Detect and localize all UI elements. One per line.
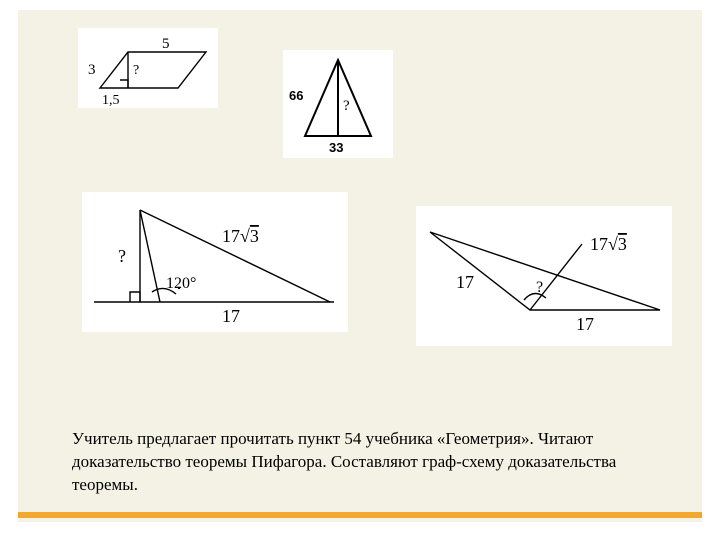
label-top-side: 5 <box>162 36 170 52</box>
label-base-17: 17 <box>222 306 240 326</box>
label-unknown: ? <box>536 279 543 296</box>
caption-text: Учитель предлагает прочитать пункт 54 уч… <box>72 428 660 497</box>
label-base-17: 17 <box>576 314 594 334</box>
figure-isosceles: 66 ? 33 <box>283 50 393 158</box>
label-left-17: 17 <box>456 272 474 292</box>
figure-two-triangles: 17 17√3 ? 17 <box>416 206 672 346</box>
slide: 3 5 ? 1,5 66 ? 33 <box>0 0 720 540</box>
label-left-side: 3 <box>88 62 96 78</box>
label-right-17root3: 17√3 <box>590 234 627 254</box>
label-height-unknown: ? <box>118 246 126 266</box>
label-side-66: 66 <box>289 88 303 103</box>
label-hypotenuse: 17√3 <box>222 226 259 246</box>
figure-triangle-120: ? 17√3 120° 17 <box>82 192 348 332</box>
label-angle-120: 120° <box>166 275 196 292</box>
label-base-33: 33 <box>329 140 343 155</box>
label-unknown: ? <box>133 63 139 78</box>
figure-parallelogram: 3 5 ? 1,5 <box>78 28 218 108</box>
accent-bar <box>18 512 702 518</box>
label-bottom-side: 1,5 <box>102 93 120 108</box>
label-unknown: ? <box>343 98 350 114</box>
